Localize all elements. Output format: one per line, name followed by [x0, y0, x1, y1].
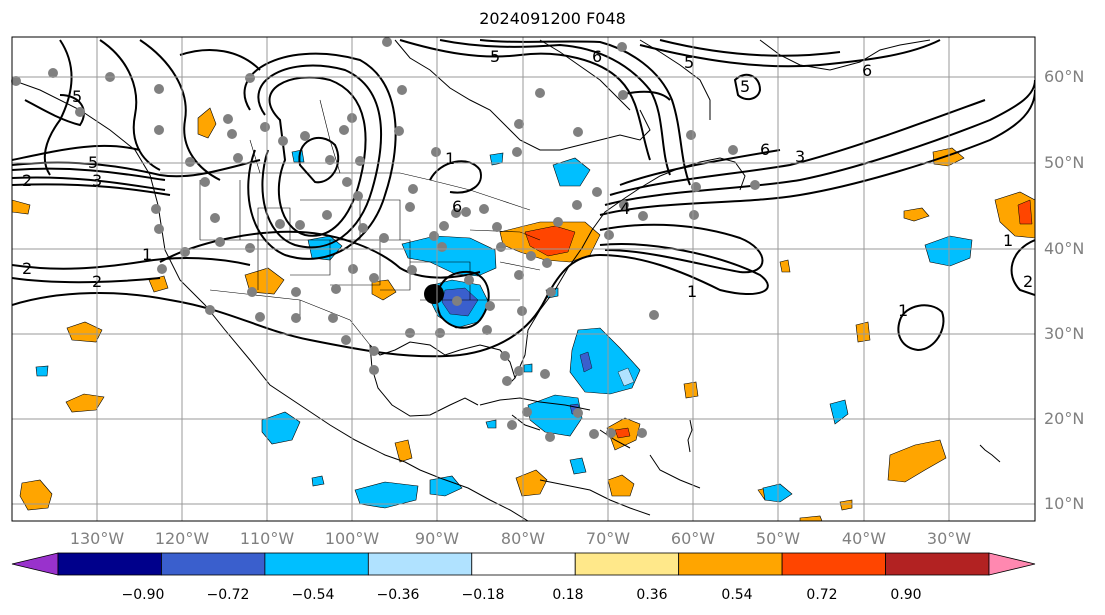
- anomaly-patch-strong: [614, 427, 631, 439]
- contour-label: 2: [1023, 272, 1033, 291]
- contour-label: 1: [445, 149, 455, 168]
- anomaly-patch: [291, 149, 305, 163]
- colorbar-over-arrow: [988, 552, 1036, 576]
- colorbar-under-arrow: [11, 552, 59, 576]
- lon-label: 120°W: [154, 529, 210, 548]
- colorbar-segment: [264, 552, 369, 576]
- colorbar: [11, 552, 1036, 576]
- contour-label: 6: [862, 61, 872, 80]
- colorbar-tick-label: −0.90: [121, 587, 165, 603]
- anomaly-patch: [515, 469, 548, 497]
- anomaly-patch: [197, 107, 217, 139]
- contour-label: 5: [684, 53, 694, 72]
- lon-label: 80°W: [500, 529, 546, 548]
- anomaly-patch: [401, 235, 497, 277]
- colorbar-tick-label: −0.72: [206, 587, 250, 603]
- map-frame: [11, 36, 1036, 522]
- colorbar-segment: [574, 552, 680, 576]
- contour-label: 2: [22, 171, 32, 190]
- lon-label: 90°W: [414, 529, 460, 548]
- colorbar-segment: [367, 552, 473, 576]
- anomaly-patch: [855, 321, 871, 343]
- colorbar-tick-label: 0.90: [890, 587, 922, 603]
- lat-label: 50°N: [1044, 153, 1085, 172]
- lon-label: 100°W: [324, 529, 380, 548]
- anomaly-patch: [829, 399, 849, 425]
- anomaly-patch: [429, 475, 463, 497]
- lon-label: 110°W: [239, 529, 295, 548]
- colorbar-segment: [161, 552, 266, 576]
- lon-label: 50°W: [755, 529, 801, 548]
- lat-label: 10°N: [1044, 494, 1085, 513]
- anomaly-patch-strong: [579, 351, 593, 373]
- anomaly-patch: [66, 321, 103, 343]
- anomaly-patch: [394, 439, 413, 463]
- anomaly-patch: [485, 419, 497, 429]
- lon-label: 130°W: [69, 529, 125, 548]
- anomaly-patch: [19, 479, 53, 511]
- anomaly-patch: [569, 457, 587, 475]
- lon-label: 40°W: [841, 529, 887, 548]
- anomaly-patch: [523, 363, 533, 373]
- contour-label: 4: [620, 199, 630, 218]
- contour-label: 6: [592, 47, 602, 66]
- contour-label: 6: [760, 140, 770, 159]
- observation-points: [11, 37, 760, 442]
- contour-label: 5: [72, 87, 82, 106]
- lon-label: 60°W: [670, 529, 716, 548]
- contour-label: 2: [22, 259, 32, 278]
- contour-label: 5: [490, 47, 500, 66]
- anomaly-patch: [887, 439, 947, 483]
- contour-label: 1: [687, 282, 697, 301]
- lon-label: 70°W: [585, 529, 631, 548]
- colorbar-segment: [678, 552, 783, 576]
- anomaly-patch: [799, 515, 823, 521]
- map-title: 2024091200 F048: [479, 9, 626, 28]
- lat-label: 40°N: [1044, 239, 1085, 258]
- colorbar-tick-label: −0.18: [461, 587, 505, 603]
- contour-label: 2: [92, 272, 102, 291]
- contour-label: 3: [92, 171, 102, 190]
- anomaly-patch: [35, 365, 49, 377]
- anomaly-patch: [779, 259, 791, 273]
- lat-lon-grid: [12, 37, 1035, 521]
- lat-label: 30°N: [1044, 324, 1085, 343]
- colorbar-tick-label: 0.36: [636, 587, 668, 603]
- colorbar-segment: [57, 552, 162, 576]
- anomaly-patch: [12, 199, 31, 215]
- anomaly-patch-weak: [617, 367, 635, 387]
- contour-label: 1: [1003, 231, 1013, 250]
- colorbar-tick-label: −0.54: [291, 587, 335, 603]
- colorbar-tick-label: 0.72: [806, 587, 838, 603]
- anomaly-patch: [903, 207, 930, 222]
- anomaly-patch: [569, 327, 641, 395]
- contour-label: 3: [795, 147, 805, 166]
- contour-labels: 5 5 5 5 5 6 6 6 6 3 3 2 2 2 2 1 1 1 1 4 …: [22, 47, 1033, 320]
- colorbar-segment: [471, 552, 576, 576]
- contour-label: 6: [452, 197, 462, 216]
- storm-center-marker: [424, 284, 444, 304]
- contour-label: 1: [898, 301, 908, 320]
- colorbar-segment: [885, 552, 990, 576]
- colorbar-tick-label: 0.18: [552, 587, 584, 603]
- anomaly-patch: [552, 157, 591, 187]
- colorbar-tick-label: 0.54: [721, 587, 753, 603]
- colorbar-segment: [781, 552, 886, 576]
- contour-label: 5: [88, 153, 98, 172]
- lat-label: 20°N: [1044, 409, 1085, 428]
- anomaly-patch: [607, 474, 635, 497]
- lat-label: 60°N: [1044, 67, 1085, 86]
- anomaly-patch: [261, 411, 301, 445]
- anomaly-patch-strong: [1017, 199, 1033, 225]
- contour-label: 5: [740, 77, 750, 96]
- coastlines: [12, 39, 1001, 521]
- anomaly-patch: [683, 381, 699, 399]
- contour-label: 1: [142, 245, 152, 264]
- anomaly-patch: [311, 475, 325, 487]
- anomaly-patch: [839, 499, 853, 511]
- anomaly-patch: [65, 393, 105, 413]
- lon-label: 30°W: [926, 529, 972, 548]
- colorbar-tick-label: −0.36: [376, 587, 420, 603]
